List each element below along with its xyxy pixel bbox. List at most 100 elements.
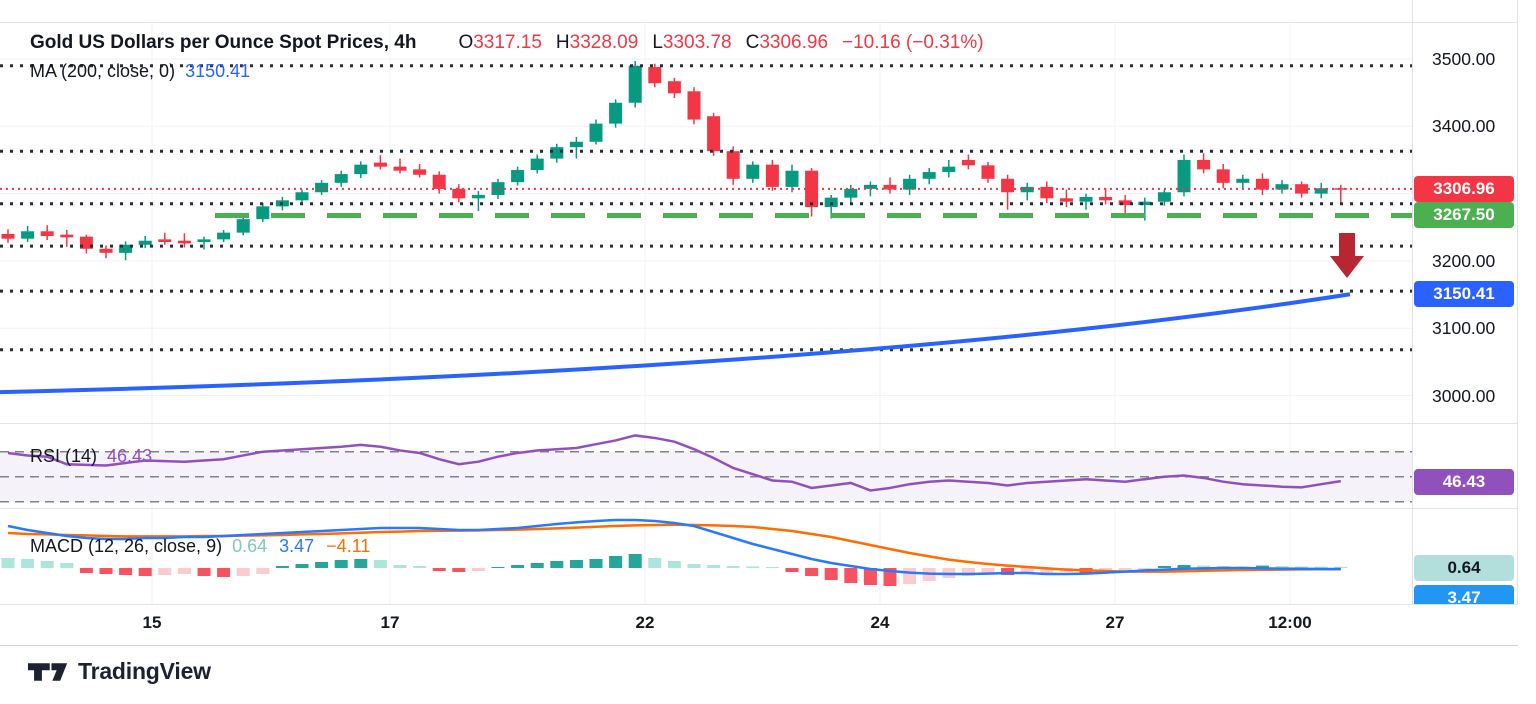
price-axis-label: 3000.00 [1432,385,1496,406]
ohlc-low-label: L [652,32,663,53]
candle [432,174,446,189]
time-axis-label: 15 [142,613,162,632]
ma200-line [0,292,1351,395]
hist-bar [177,568,191,574]
hist-bar [667,561,681,568]
hist-bar [1295,566,1309,568]
candle [1216,169,1230,183]
hist-bar [805,568,819,576]
hist-bar [844,568,858,583]
hist-bar [981,568,995,574]
candle [1079,196,1093,202]
candle [295,192,309,201]
hist-bar [648,558,662,568]
main-price-pane[interactable] [0,0,1412,423]
candle [60,234,74,238]
ma-legend[interactable]: MA (200, close, 0) 3150.41 [30,61,250,82]
rsi-legend-label: RSI (14) [30,446,98,466]
hist-bar [1177,565,1191,568]
candle [981,165,995,179]
hist-bar [158,568,172,575]
macd-main-line [7,518,1341,576]
ohlc-open-label: O [458,32,474,53]
ohlc-close-value: 3306.96 [759,32,829,53]
candle [707,116,721,152]
widget-top-border [0,22,1518,23]
down-arrow-annotation [1330,233,1364,278]
macd-pane[interactable] [0,508,1412,604]
hist-bar [295,564,309,568]
hist-bar [785,568,799,572]
hist-bar [256,568,270,574]
hist-bar [765,567,779,568]
candle [785,170,799,187]
candle [961,159,975,166]
candle [40,231,54,236]
macd-legend-label: MACD (12, 26, close, 9) [30,536,223,556]
hist-bar [1001,568,1015,575]
tradingview-logo-icon [28,662,68,681]
price-axis[interactable]: 3500.00 3400.00 3200.00 3100.00 3000.00 3306.… [1412,0,1536,645]
change-value: −10.16 (−0.31%) [842,32,984,53]
candle [354,164,368,175]
widget-right-border [1517,0,1518,645]
candle [197,239,211,243]
candle [1099,196,1113,201]
rsi-legend[interactable]: RSI (14) 46.43 [30,446,152,467]
hist-bar [217,568,231,577]
symbol-legend[interactable]: Gold US Dollars per Ounce Spot Prices, 4… [30,32,984,54]
macd-hist-value: 0.64 [232,536,268,556]
current-price-badge: 3306.96 [1414,175,1514,202]
hist-bar [903,568,917,584]
candle [883,184,897,190]
time-axis[interactable]: 15 17 22 24 27 12:00 [0,604,1518,645]
candle [1157,192,1171,202]
candle [1255,178,1269,190]
candle [413,169,427,175]
tradingview-logo[interactable]: TradingView [28,658,211,685]
hist-bar [824,568,838,580]
ma-legend-label: MA (200, close, 0) [30,61,176,81]
hist-bar [393,565,407,568]
hist-bar [569,560,583,568]
candle [138,240,152,245]
ohlc-open-value: 3317.15 [473,32,542,53]
candle [765,164,779,187]
hist-bar [746,566,760,568]
hist-bar [275,566,289,568]
candle [1236,178,1250,183]
hist-bar [79,568,93,573]
candle [667,81,681,94]
macd-legend[interactable]: MACD (12, 26, close, 9) 0.64 3.47 −4.11 [30,536,370,557]
candle [1059,198,1073,202]
hist-bar [1157,566,1171,568]
hist-bar [530,563,544,568]
hist-bar [60,563,74,568]
hist-bar [471,568,485,571]
hist-bar [1020,568,1034,574]
pane-separator-macd[interactable] [0,508,1518,509]
hist-bar [119,568,133,575]
candle [844,188,858,198]
candle [119,244,133,253]
candle [628,65,642,103]
candle [1,233,15,239]
hist-bar [1138,568,1152,570]
rsi-pane[interactable] [0,423,1412,508]
candle [863,184,877,189]
candlestick-series [1,61,1348,261]
candle [177,240,191,244]
candle [1138,201,1152,206]
ohlc-close-label: C [745,32,760,53]
pane-separator-rsi[interactable] [0,423,1518,424]
hist-bar [589,559,603,568]
ma-price-badge: 3150.41 [1414,281,1514,308]
candle [1334,188,1348,190]
ohlc-high-value: 3328.09 [569,32,639,53]
time-axis-label: 22 [635,613,655,632]
candle [1295,184,1309,194]
time-axis-label: 17 [380,613,400,632]
hist-bar [197,568,211,576]
hist-bar [628,554,642,568]
hist-bar [1,558,15,568]
